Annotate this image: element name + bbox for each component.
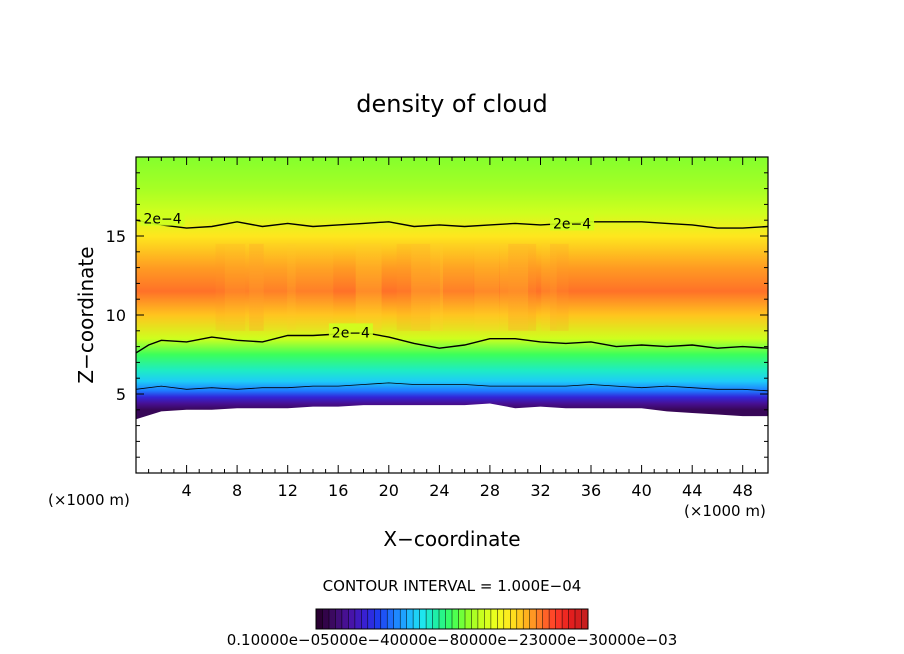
- colorbar-bin: [413, 609, 420, 629]
- x-tick-label: 20: [379, 481, 399, 500]
- plot-area: 2e−4 2e−4 2e−4: [136, 157, 768, 473]
- contour-labels: 2e−4 2e−4 2e−4: [140, 209, 595, 341]
- colorbar-bin: [361, 609, 369, 629]
- x-tick-label: 32: [530, 481, 550, 500]
- colorbar-bin: [380, 609, 388, 629]
- contour-lines: [136, 219, 768, 392]
- colorbar-bin: [445, 609, 453, 629]
- contour-line: [136, 331, 768, 354]
- colorbar-bin: [335, 609, 343, 629]
- colorbar-bin: [341, 609, 349, 629]
- colorbar-bin: [471, 609, 479, 629]
- y-tick-label: 15: [106, 227, 126, 246]
- colorbar-bin: [516, 609, 524, 629]
- colorbar-bin: [367, 609, 375, 629]
- colorbar-bin: [348, 609, 356, 629]
- colorbar: [315, 608, 589, 630]
- colorbar-bin: [581, 609, 589, 629]
- y-axis-label: Z−coordinate: [74, 246, 98, 383]
- colorbar-bin: [490, 609, 498, 629]
- colorbar-bin: [568, 609, 576, 629]
- colorbar-bin: [458, 609, 466, 629]
- colorbar-bin: [555, 609, 563, 629]
- colorbar-bin: [575, 609, 582, 629]
- colorbar-bin: [393, 609, 401, 629]
- contour-label: 2e−4: [332, 325, 370, 341]
- colorbar-bin: [523, 609, 531, 629]
- x-tick-label: 28: [480, 481, 500, 500]
- colorbar-bin: [510, 609, 518, 629]
- x-tick-label: 40: [631, 481, 651, 500]
- colorbar-bin: [562, 609, 569, 629]
- colorbar-bin: [542, 609, 550, 629]
- colorbar-bin: [406, 609, 414, 629]
- colorbar-bin: [439, 609, 446, 629]
- x-tick-label: 24: [429, 481, 449, 500]
- contour-label: 2e−4: [553, 216, 591, 232]
- x-tick-label: 4: [182, 481, 192, 500]
- contour-interval-text: CONTOUR INTERVAL = 1.000E−04: [323, 577, 582, 595]
- colorbar-bin: [387, 609, 395, 629]
- contour-label-bg: [328, 323, 373, 340]
- colorbar-bin: [497, 609, 505, 629]
- colorbar-labels: 0.10000e−05000e−40000e−80000e−23000e−300…: [227, 631, 677, 649]
- colorbar-bin: [354, 609, 362, 629]
- x-unit-left: (×1000 m): [48, 491, 130, 509]
- colorbar-bin: [400, 609, 408, 629]
- colorbar-bin: [549, 609, 556, 629]
- colorbar-bin: [432, 609, 440, 629]
- colorbar-bin: [316, 609, 323, 629]
- colorbar-bin: [452, 609, 459, 629]
- contour-line: [136, 382, 768, 392]
- y-tick-label: 10: [106, 306, 126, 325]
- colorbar-bin: [329, 609, 336, 629]
- y-ticks: 5 10 15: [106, 172, 768, 458]
- x-axis-label: X−coordinate: [383, 527, 520, 551]
- colorbar-bin: [536, 609, 544, 629]
- x-ticks: 4 8 12 16 20 24 28 32 36 40 44 48: [148, 157, 756, 500]
- contour-label-bg: [550, 214, 595, 231]
- colorbar-bin: [529, 609, 537, 629]
- colorbar-bin: [322, 609, 330, 629]
- x-tick-label: 16: [328, 481, 348, 500]
- chart-title: density of cloud: [356, 90, 547, 118]
- y-tick-label: 5: [116, 385, 126, 404]
- colorbar-frame: [315, 608, 589, 630]
- colorbar-bin: [426, 609, 433, 629]
- cloud-base-mask: [136, 403, 768, 473]
- contour-label-bg: [140, 209, 185, 226]
- field-texture: [215, 243, 569, 331]
- contour-label: 2e−4: [143, 212, 181, 228]
- colorbar-bin: [419, 609, 427, 629]
- x-tick-label: 36: [581, 481, 601, 500]
- colorbar-bin: [477, 609, 485, 629]
- colorbar-bin: [374, 609, 382, 629]
- x-tick-label: 48: [733, 481, 753, 500]
- colorbar-bin: [465, 609, 472, 629]
- x-tick-label: 8: [232, 481, 242, 500]
- x-unit-right: (×1000 m): [684, 502, 766, 520]
- contour-line: [136, 219, 768, 229]
- colorbar-bin: [503, 609, 511, 629]
- x-tick-label: 12: [278, 481, 298, 500]
- x-tick-label: 44: [682, 481, 702, 500]
- colorbar-bin: [484, 609, 492, 629]
